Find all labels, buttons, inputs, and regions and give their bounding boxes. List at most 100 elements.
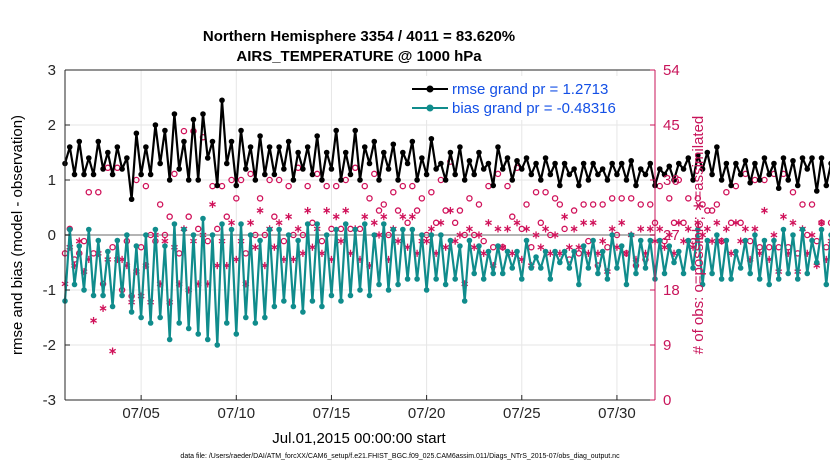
assimilated-obs-marker [827, 238, 830, 244]
rmse-point [157, 160, 163, 167]
rmse-point [262, 171, 268, 178]
possible-obs-marker [233, 195, 240, 202]
y-tick-label-left: -2 [43, 337, 56, 354]
bias-point [771, 237, 777, 244]
bias-point [756, 276, 763, 282]
rmse-point [361, 144, 368, 150]
chart-title-line-2: AIRS_TEMPERATURE @ 1000 hPa [236, 48, 482, 65]
rmse-point [105, 149, 111, 156]
rmse-point [428, 135, 435, 142]
possible-obs-marker [789, 188, 797, 196]
rmse-point [495, 144, 501, 150]
possible-obs-marker [723, 188, 730, 196]
bias-point [171, 221, 178, 227]
assimilated-obs-marker [608, 225, 616, 233]
possible-obs-marker [413, 207, 421, 214]
possible-obs-marker [461, 231, 468, 239]
rmse-point [523, 155, 530, 161]
bias-point [376, 281, 382, 288]
possible-obs-marker [823, 243, 830, 251]
bias-point [166, 336, 173, 343]
bias-point [352, 226, 359, 233]
bias-point [780, 226, 787, 233]
possible-obs-marker [480, 237, 487, 245]
bias-point [775, 276, 782, 282]
rmse-point [85, 155, 92, 161]
x-axis-label: Jul.01,2015 00:00:00 start [272, 430, 446, 447]
bias-point [328, 292, 335, 299]
bias-point [761, 237, 768, 244]
assimilated-obs-marker [342, 206, 350, 215]
bias-point [390, 226, 397, 233]
possible-obs-marker [399, 182, 407, 190]
tick-layer: 07/05 07/10 07/15 07/20 07/25 07/30 3 2 1 0 -1 -2 -3… [43, 62, 680, 422]
rmse-point [599, 166, 606, 172]
y-tick-label-left: -1 [43, 282, 56, 299]
assimilated-obs-marker [770, 231, 778, 239]
assimilated-obs-marker [446, 206, 454, 215]
bias-point [514, 248, 520, 255]
assimilated-obs-marker [209, 200, 216, 209]
bias-point [471, 270, 477, 277]
bias-point [71, 281, 78, 288]
bias-point [428, 232, 435, 238]
possible-obs-marker [456, 207, 464, 214]
legend: rmse grand pr = 1.2713 bias grand pr = -… [410, 76, 653, 120]
assimilated-obs-marker [375, 231, 383, 239]
possible-obs-marker [228, 176, 235, 184]
assimilated-obs-marker [427, 225, 435, 233]
possible-obs-marker [504, 182, 511, 190]
bias-point [119, 292, 125, 299]
assimilated-obs-marker [513, 219, 521, 227]
rmse-point [95, 138, 102, 145]
assimilated-obs-marker [332, 213, 340, 221]
assimilated-obs-marker [370, 219, 378, 227]
y-tick-label-right: 27 [663, 227, 680, 244]
assimilated-obs-marker [228, 219, 235, 227]
bias-point [547, 276, 554, 282]
bias-point [804, 270, 811, 277]
rmse-point [480, 166, 487, 172]
bias-point [623, 281, 630, 288]
rmse-point [447, 149, 454, 156]
possible-obs-marker [556, 201, 564, 208]
y-tick-label-right: 9 [663, 337, 671, 354]
bias-point [181, 226, 187, 233]
assimilated-obs-marker [713, 219, 721, 227]
rmse-point [347, 171, 354, 178]
bias-point [457, 243, 463, 249]
rmse-point [419, 155, 425, 161]
possible-obs-marker [561, 225, 568, 233]
bias-point [642, 265, 649, 271]
bias-point [499, 270, 506, 277]
rmse-point [128, 196, 135, 203]
possible-obs-marker [256, 195, 264, 202]
possible-obs-marker [547, 231, 554, 239]
rmse-point [323, 149, 330, 156]
rmse-point [371, 138, 378, 145]
bias-point [523, 237, 530, 244]
bias-point [566, 265, 573, 271]
rmse-point [380, 149, 387, 156]
rmse-point [476, 149, 482, 156]
rmse-point [780, 155, 787, 161]
assimilated-obs-marker [789, 219, 797, 227]
possible-obs-marker [713, 201, 721, 208]
bias-point [423, 287, 430, 293]
rmse-point [243, 166, 249, 172]
rmse-point [609, 160, 615, 167]
possible-obs-marker [185, 213, 192, 220]
bias-point [518, 276, 525, 282]
bias-point [109, 303, 116, 310]
bias-point [557, 259, 563, 266]
x-tick-label: 07/20 [408, 405, 446, 422]
assimilated-obs-marker [703, 225, 711, 233]
x-tick-label: 07/15 [313, 405, 351, 422]
rmse-point [238, 127, 244, 134]
assimilated-obs-marker [561, 213, 569, 221]
rmse-point [209, 138, 216, 145]
rmse-point [728, 182, 734, 189]
line-layer [62, 97, 830, 348]
possible-obs-marker [551, 195, 559, 202]
rmse-point [785, 177, 792, 183]
